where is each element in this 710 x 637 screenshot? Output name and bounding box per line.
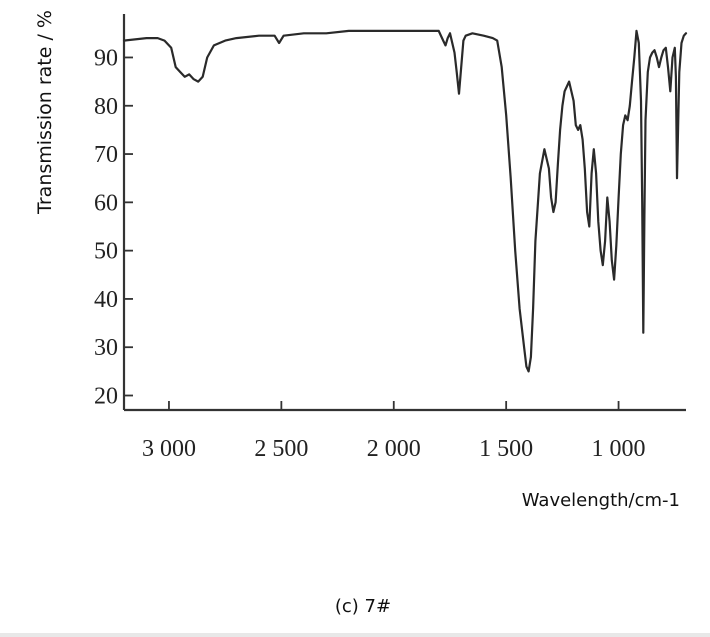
x-tick-label: 1 000	[592, 436, 646, 462]
y-axis: 90 80 70 60 50 40 30 20	[94, 45, 133, 410]
x-tick-label: 2 000	[367, 436, 421, 462]
y-axis-label: Transmission rate / %	[34, 10, 56, 215]
y-tick-label: 80	[94, 94, 118, 120]
plot-frame	[122, 14, 686, 412]
bottom-divider	[0, 633, 710, 637]
figure-caption: (c) 7#	[335, 596, 391, 617]
y-tick-label: 30	[94, 335, 118, 361]
x-tick-label: 3 000	[142, 436, 196, 462]
x-axis-label: Wavelength/cm-1	[522, 490, 680, 511]
y-tick-label: 90	[94, 45, 118, 71]
x-tick-label: 2 500	[254, 436, 308, 462]
series-line-transmission	[122, 29, 688, 373]
y-tick-label: 20	[94, 384, 118, 410]
x-axis: 3 000 2 500 2 000 1 500 1 000	[142, 401, 646, 462]
y-tick-label: 70	[94, 142, 118, 168]
y-tick-label: 60	[94, 190, 118, 216]
y-tick-label: 50	[94, 239, 118, 265]
x-tick-label: 1 500	[479, 436, 533, 462]
y-tick-label: 40	[94, 287, 118, 313]
